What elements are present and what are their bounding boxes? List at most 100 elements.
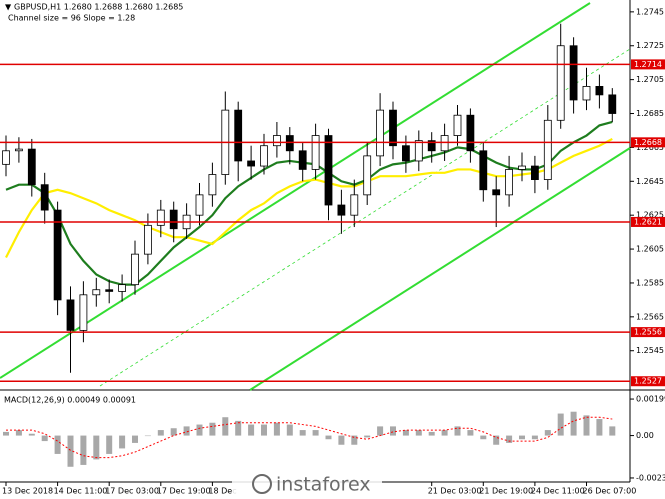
macd-bar (480, 435, 487, 440)
candle-body (247, 160, 256, 167)
macd-bar (273, 422, 280, 436)
candle-body (195, 194, 204, 216)
candle-body (556, 45, 565, 121)
candle-body (569, 45, 578, 101)
watermark-logo (252, 474, 272, 494)
candle-body (427, 140, 436, 152)
macd-bar (196, 424, 203, 436)
x-tick-label: 18 Dec (208, 487, 236, 496)
candle-body (518, 165, 526, 170)
y-tick-label: 1.2605 (636, 245, 664, 254)
macd-bar (583, 415, 590, 436)
macd-bar (454, 426, 461, 436)
candle-body (492, 189, 501, 196)
macd-bar (441, 430, 448, 436)
macd-bar (609, 426, 616, 436)
level-label-bg (631, 376, 665, 387)
macd-bar (157, 430, 164, 436)
candle-body (272, 135, 281, 147)
candle-body (466, 114, 475, 152)
y-tick-label: 1.2745 (636, 7, 664, 16)
macd-bar (235, 420, 242, 436)
macd-bar (557, 413, 564, 436)
channel-middle (99, 48, 631, 387)
macd-bar (144, 435, 151, 437)
candle-body (27, 148, 36, 186)
macd-bar (467, 430, 474, 436)
candle-body (53, 209, 62, 301)
macd-bar (106, 435, 113, 454)
macd-title: MACD(12,26,9) 0.00049 0.00091 (4, 396, 136, 405)
macd-bar (286, 424, 293, 436)
macd-bar (170, 428, 177, 436)
watermark: instaforex (232, 470, 382, 499)
y-tick-label: -0.00231 (636, 473, 665, 482)
macd-bar (493, 435, 500, 445)
candle-body (260, 145, 268, 167)
candle-body (608, 94, 617, 114)
candle-body (595, 86, 604, 96)
y-tick-label: 0.00 (636, 431, 654, 440)
y-tick-label: 1.2645 (636, 177, 664, 186)
candle-body (234, 109, 243, 162)
y-tick-label: 1.2585 (636, 278, 664, 287)
candle-body (131, 253, 139, 286)
x-tick-label: 21 Dec 03:00 (428, 487, 482, 496)
level-label: 1.2714 (634, 60, 662, 69)
macd-bar (377, 426, 384, 436)
candle-body (285, 135, 294, 152)
candle-body (66, 299, 75, 331)
level-label: 1.2556 (634, 328, 662, 337)
channel-lower (249, 147, 631, 391)
x-tick-label: 24 Dec 11:00 (531, 487, 585, 496)
candle-body (156, 209, 165, 226)
y-tick-label: 1.2625 (636, 211, 664, 220)
level-label: 1.2527 (634, 377, 662, 386)
candle-body (92, 289, 101, 296)
level-label-bg (631, 216, 665, 227)
candle-body (105, 289, 114, 292)
macd-bar (183, 426, 190, 436)
candle-body (79, 294, 88, 331)
macd-bar (570, 411, 577, 436)
candle-body (414, 140, 423, 162)
level-label: 1.2621 (634, 217, 662, 226)
candle-body (298, 150, 307, 170)
candle-body (118, 284, 126, 292)
channel-upper (0, 2, 591, 379)
macd-bar (41, 435, 48, 442)
y-tick-label: 1.2725 (636, 41, 664, 50)
x-tick-label: 17 Dec 19:00 (157, 487, 211, 496)
macd-bar (531, 435, 538, 440)
candle-body (389, 109, 397, 147)
y-tick-label: 0.00199 (636, 395, 665, 404)
y-tick-label: 1.2665 (636, 143, 664, 152)
macd-bar (119, 435, 126, 449)
candle-body (40, 184, 49, 211)
macd-bar (351, 435, 358, 445)
macd-bar (3, 431, 9, 436)
candle-body (14, 148, 23, 152)
y-tick-label: 1.2565 (636, 312, 664, 321)
level-label-bg (631, 327, 665, 338)
x-tick-label: 17 Dec 03:00 (105, 487, 159, 496)
y-tick-label: 1.2685 (636, 109, 664, 118)
candle-body (376, 109, 385, 157)
macd-bar (506, 435, 513, 443)
y-tick-label: 1.2545 (636, 346, 664, 355)
macd-bar (544, 430, 551, 436)
macd-bar (519, 435, 525, 440)
candle-body (505, 169, 514, 196)
macd-bar (596, 419, 603, 436)
macd-bar (299, 430, 306, 436)
candle-body (208, 174, 217, 196)
level-label: 1.2668 (634, 138, 662, 147)
watermark-bg (232, 470, 382, 499)
candle-body (440, 135, 449, 152)
macd-bar (248, 424, 255, 436)
candle-body (350, 194, 359, 216)
candle-body (324, 135, 333, 206)
macd-bar (28, 433, 35, 436)
macd-bar (93, 435, 100, 460)
